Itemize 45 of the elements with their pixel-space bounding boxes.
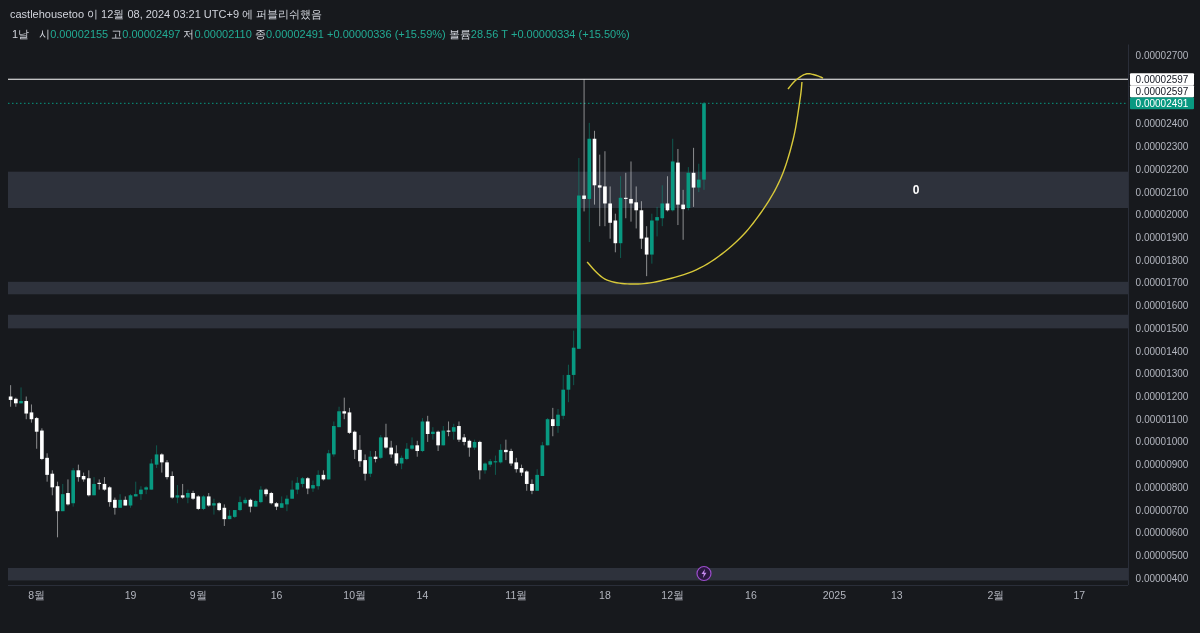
x-tick-label: 2025	[822, 589, 846, 601]
y-tick-label: 0.00001900	[1135, 232, 1189, 244]
y-tick-label: 0.00001500	[1135, 322, 1189, 334]
y-tick-label: 0.00002000	[1135, 209, 1189, 221]
y-tick-label: 0.00000700	[1135, 504, 1189, 516]
y-tick-label: 0.00002700	[1135, 50, 1189, 62]
x-tick-label: 12월	[661, 589, 685, 601]
ref-line-label: 0.00002597	[1135, 73, 1189, 85]
ref-line-label: 0.00002597	[1130, 73, 1194, 86]
y-tick-label: 0.00000400	[1135, 572, 1189, 584]
annotation: 0.00002597	[1130, 85, 1194, 98]
band-label: 0	[912, 182, 920, 197]
ref-line-label: 0.00002491	[1135, 97, 1189, 109]
subtitle: 시0.00002155 고0.00002497 저0.00002110 종0.00002491 +0.00000336 (+15.59%) 볼륨28.56 T +0.00000334 (+15.50%)	[39, 28, 630, 40]
y-tick-label: 0.00002100	[1135, 186, 1189, 198]
y-tick-label: 0.00001100	[1135, 413, 1189, 425]
x-tick-label: 10월	[343, 589, 367, 601]
x-tick-label: 11월	[505, 589, 528, 601]
y-tick-label: 0.00001300	[1135, 368, 1189, 380]
title: 1날	[12, 28, 30, 40]
x-tick-label: 17	[1073, 589, 1086, 601]
y-tick-label: 0.00000500	[1135, 550, 1189, 561]
y-tick-label: 0.00001000	[1135, 436, 1189, 448]
y-tick-label: 0.00000800	[1135, 481, 1189, 493]
x-tick-label: 9월	[189, 589, 207, 601]
x-tick-label: 18	[599, 589, 611, 601]
y-tick-label: 0.00002400	[1135, 118, 1189, 130]
x-tick-label: 13	[891, 589, 903, 601]
y-tick-label: 0.00001600	[1135, 300, 1189, 312]
ref-line-label: 0.00002491	[1130, 97, 1194, 110]
y-tick-label: 0.00001200	[1135, 391, 1189, 402]
x-tick-label: 16	[745, 589, 757, 601]
y-tick-label: 0.00001400	[1135, 345, 1189, 357]
y-tick-label: 0.00000600	[1135, 527, 1189, 539]
y-tick-label: 0.00002300	[1135, 141, 1189, 153]
y-tick-label: 0.00001700	[1135, 277, 1189, 289]
y-tick-label: 0.00002200	[1135, 163, 1189, 175]
x-tick-label: 16	[270, 589, 283, 601]
x-tick-label: 14	[416, 589, 429, 601]
x-tick-label: 8월	[28, 589, 46, 601]
annotation: castlehousetoo 이 12월 08, 2024 03:21 UTC+9 에 퍼블리쉬했음	[10, 8, 323, 20]
x-tick-label: 19	[124, 589, 137, 601]
x-tick-label: 2월	[987, 589, 1005, 601]
y-tick-label: 0.00001800	[1135, 254, 1189, 266]
y-tick-label: 0.00000900	[1135, 459, 1189, 471]
